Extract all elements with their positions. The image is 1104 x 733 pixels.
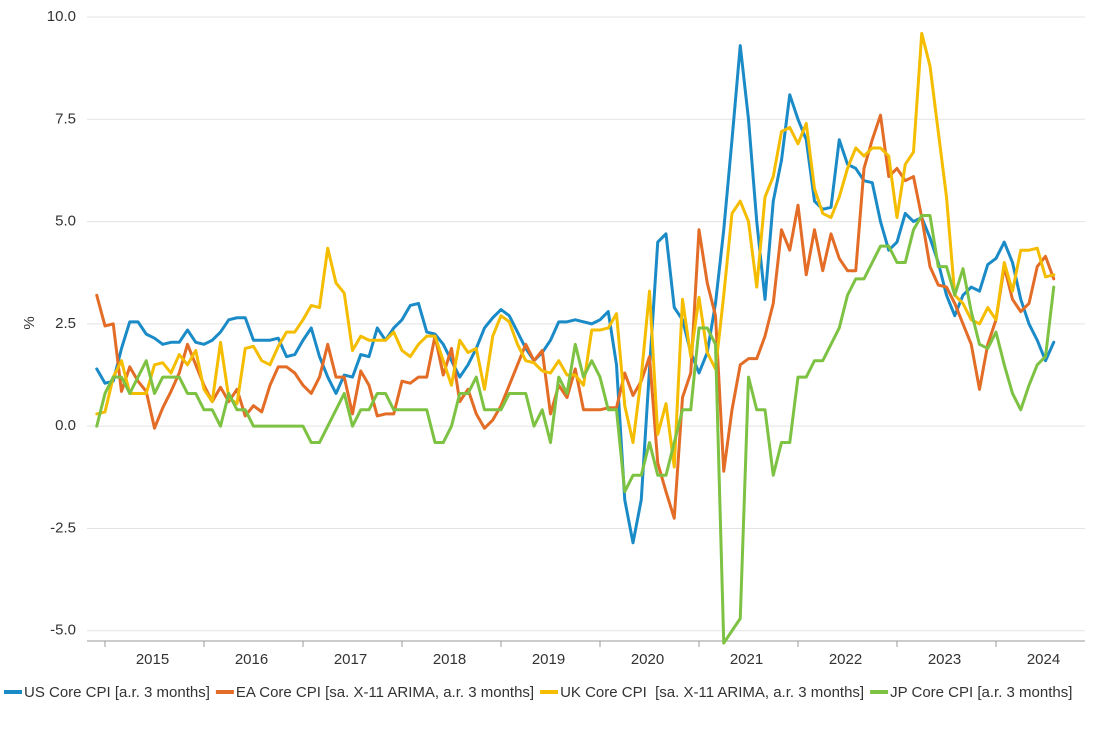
y-axis-label: % (21, 316, 38, 329)
legend-label: UK Core CPI [sa. X-11 ARIMA, a.r. 3 mont… (560, 684, 864, 701)
x-tick-label: 2024 (1027, 651, 1060, 668)
y-tick-label: -2.5 (50, 519, 76, 536)
y-tick-label: 0.0 (55, 417, 76, 434)
y-tick-label: 10.0 (47, 8, 76, 25)
legend-label: JP Core CPI [a.r. 3 months] (890, 684, 1072, 701)
series-line (95, 44, 1056, 545)
legend-item: EA Core CPI [sa. X-11 ARIMA, a.r. 3 mont… (215, 684, 534, 701)
x-tick-label: 2016 (235, 651, 268, 668)
legend-item: UK Core CPI [sa. X-11 ARIMA, a.r. 3 mont… (540, 684, 864, 701)
x-tick-label: 2019 (532, 651, 565, 668)
y-tick-label: -5.0 (50, 622, 76, 639)
series-line (95, 213, 1056, 645)
series-line (95, 31, 1056, 469)
x-tick-label: 2021 (730, 651, 763, 668)
legend-item: US Core CPI [a.r. 3 months] (4, 684, 210, 701)
series-line (95, 113, 1056, 520)
x-tick-label: 2018 (433, 651, 466, 668)
x-tick-label: 2020 (631, 651, 664, 668)
x-tick-label: 2017 (334, 651, 367, 668)
legend-label: EA Core CPI [sa. X-11 ARIMA, a.r. 3 mont… (236, 684, 534, 701)
y-tick-label: 2.5 (55, 315, 76, 332)
x-tick-label: 2022 (829, 651, 862, 668)
y-tick-label: 7.5 (55, 110, 76, 127)
legend-label: US Core CPI [a.r. 3 months] (24, 684, 210, 701)
legend-item: JP Core CPI [a.r. 3 months] (870, 684, 1072, 701)
x-tick-label: 2015 (136, 651, 169, 668)
x-tick-label: 2023 (928, 651, 961, 668)
y-tick-label: 5.0 (55, 213, 76, 230)
